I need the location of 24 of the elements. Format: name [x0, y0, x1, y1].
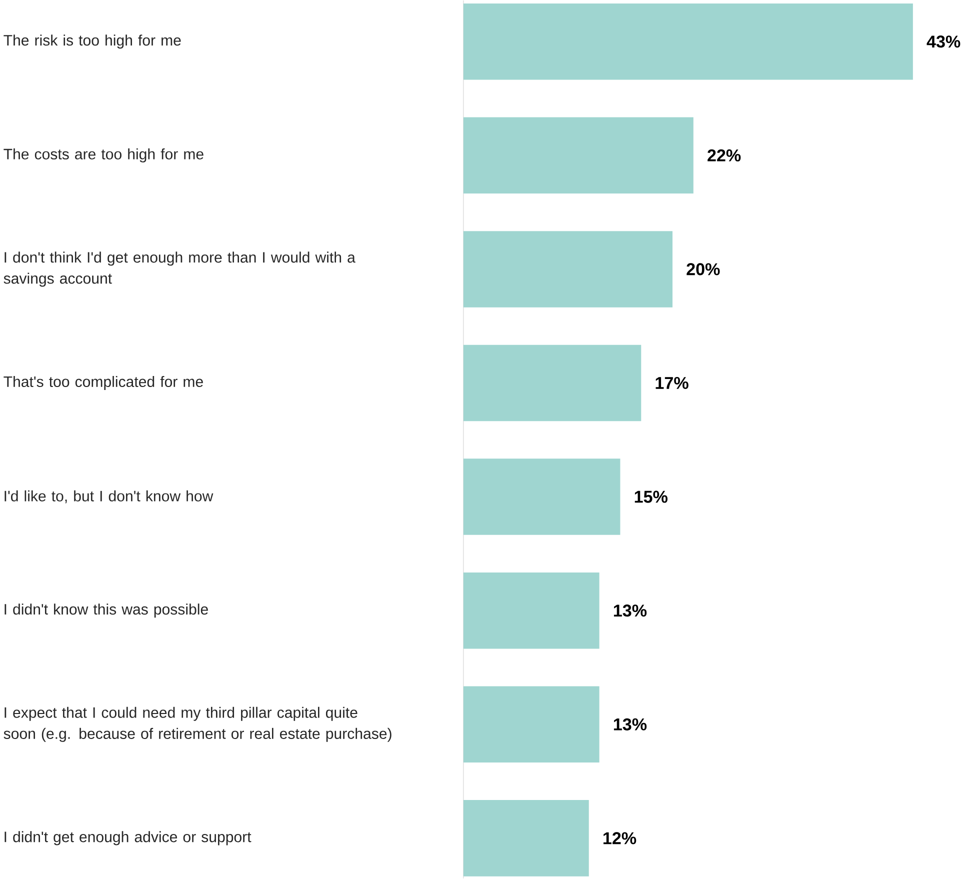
- data-label: 15%: [634, 490, 668, 503]
- data-label: 43%: [926, 36, 960, 48]
- data-label: 13%: [614, 718, 647, 731]
- data-label: 13%: [614, 604, 647, 617]
- y-tick-label: I didn't know this was possible: [4, 604, 208, 618]
- y-tick-label: I didn't get enough advice or support: [4, 831, 252, 846]
- y-tick-label: I don't think I'd get enough more than I would with a savings account: [4, 252, 356, 287]
- bar: [463, 572, 600, 649]
- bar: [463, 231, 672, 308]
- data-label: 12%: [604, 832, 636, 844]
- y-tick-label: I'd like to, but I don't know how: [4, 490, 214, 504]
- bar: [463, 686, 600, 763]
- bar: [463, 4, 913, 80]
- y-tick-label: I expect that I could need my third pillar capital quite soon (e.g. because of retirement or real estate purchase): [4, 706, 392, 742]
- data-label: 17%: [656, 377, 688, 390]
- bar: [463, 344, 642, 422]
- y-tick-label: That's too complicated for me: [4, 376, 203, 390]
- y-tick-label: The risk is too high for me: [4, 34, 181, 49]
- bar: [463, 117, 694, 194]
- bar: [463, 800, 589, 876]
- y-tick-label: The costs are too high for me: [4, 148, 204, 163]
- data-label: 22%: [708, 150, 741, 162]
- bar: [463, 458, 620, 536]
- data-label: 20%: [686, 263, 720, 276]
